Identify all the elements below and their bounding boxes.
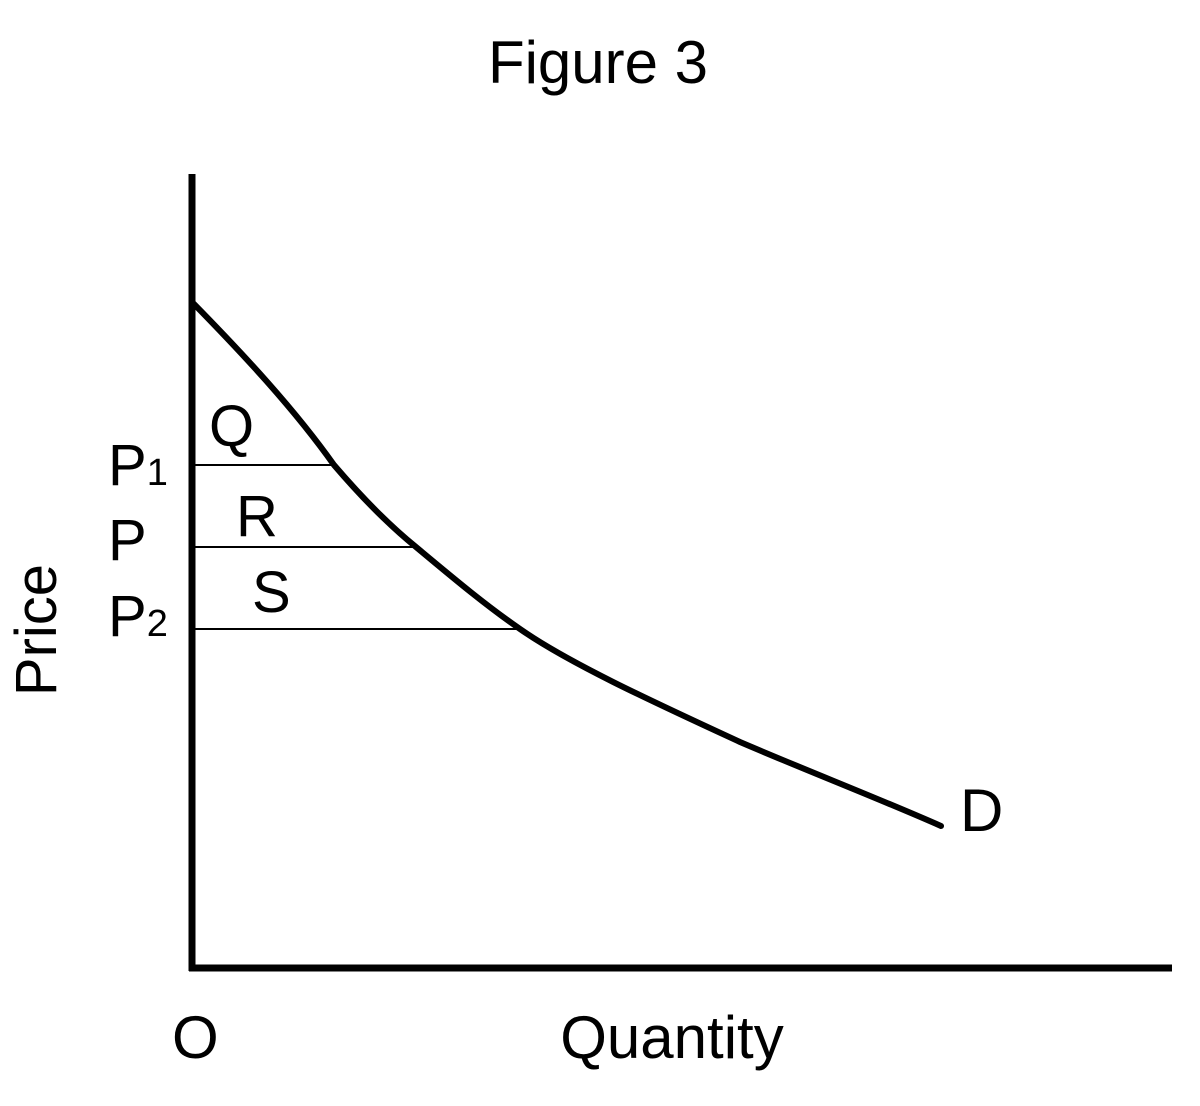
price-label-p1-subscript: 1 [147, 452, 168, 494]
curve-label-d: D [960, 777, 1003, 844]
demand-curve [190, 300, 944, 829]
x-axis-label: Quantity [560, 1004, 783, 1071]
price-label-p: P [108, 508, 147, 573]
price-label-p1: P1 [108, 433, 168, 498]
origin-label: O [172, 1004, 219, 1071]
figure-title: Figure 3 [488, 29, 708, 96]
region-label-s: S [252, 560, 291, 625]
region-label-r: R [236, 484, 278, 549]
region-label-q: Q [209, 394, 254, 459]
price-label-p2: P2 [108, 584, 168, 649]
price-label-p2-subscript: 2 [147, 603, 168, 645]
y-axis-label: Price [4, 564, 69, 696]
